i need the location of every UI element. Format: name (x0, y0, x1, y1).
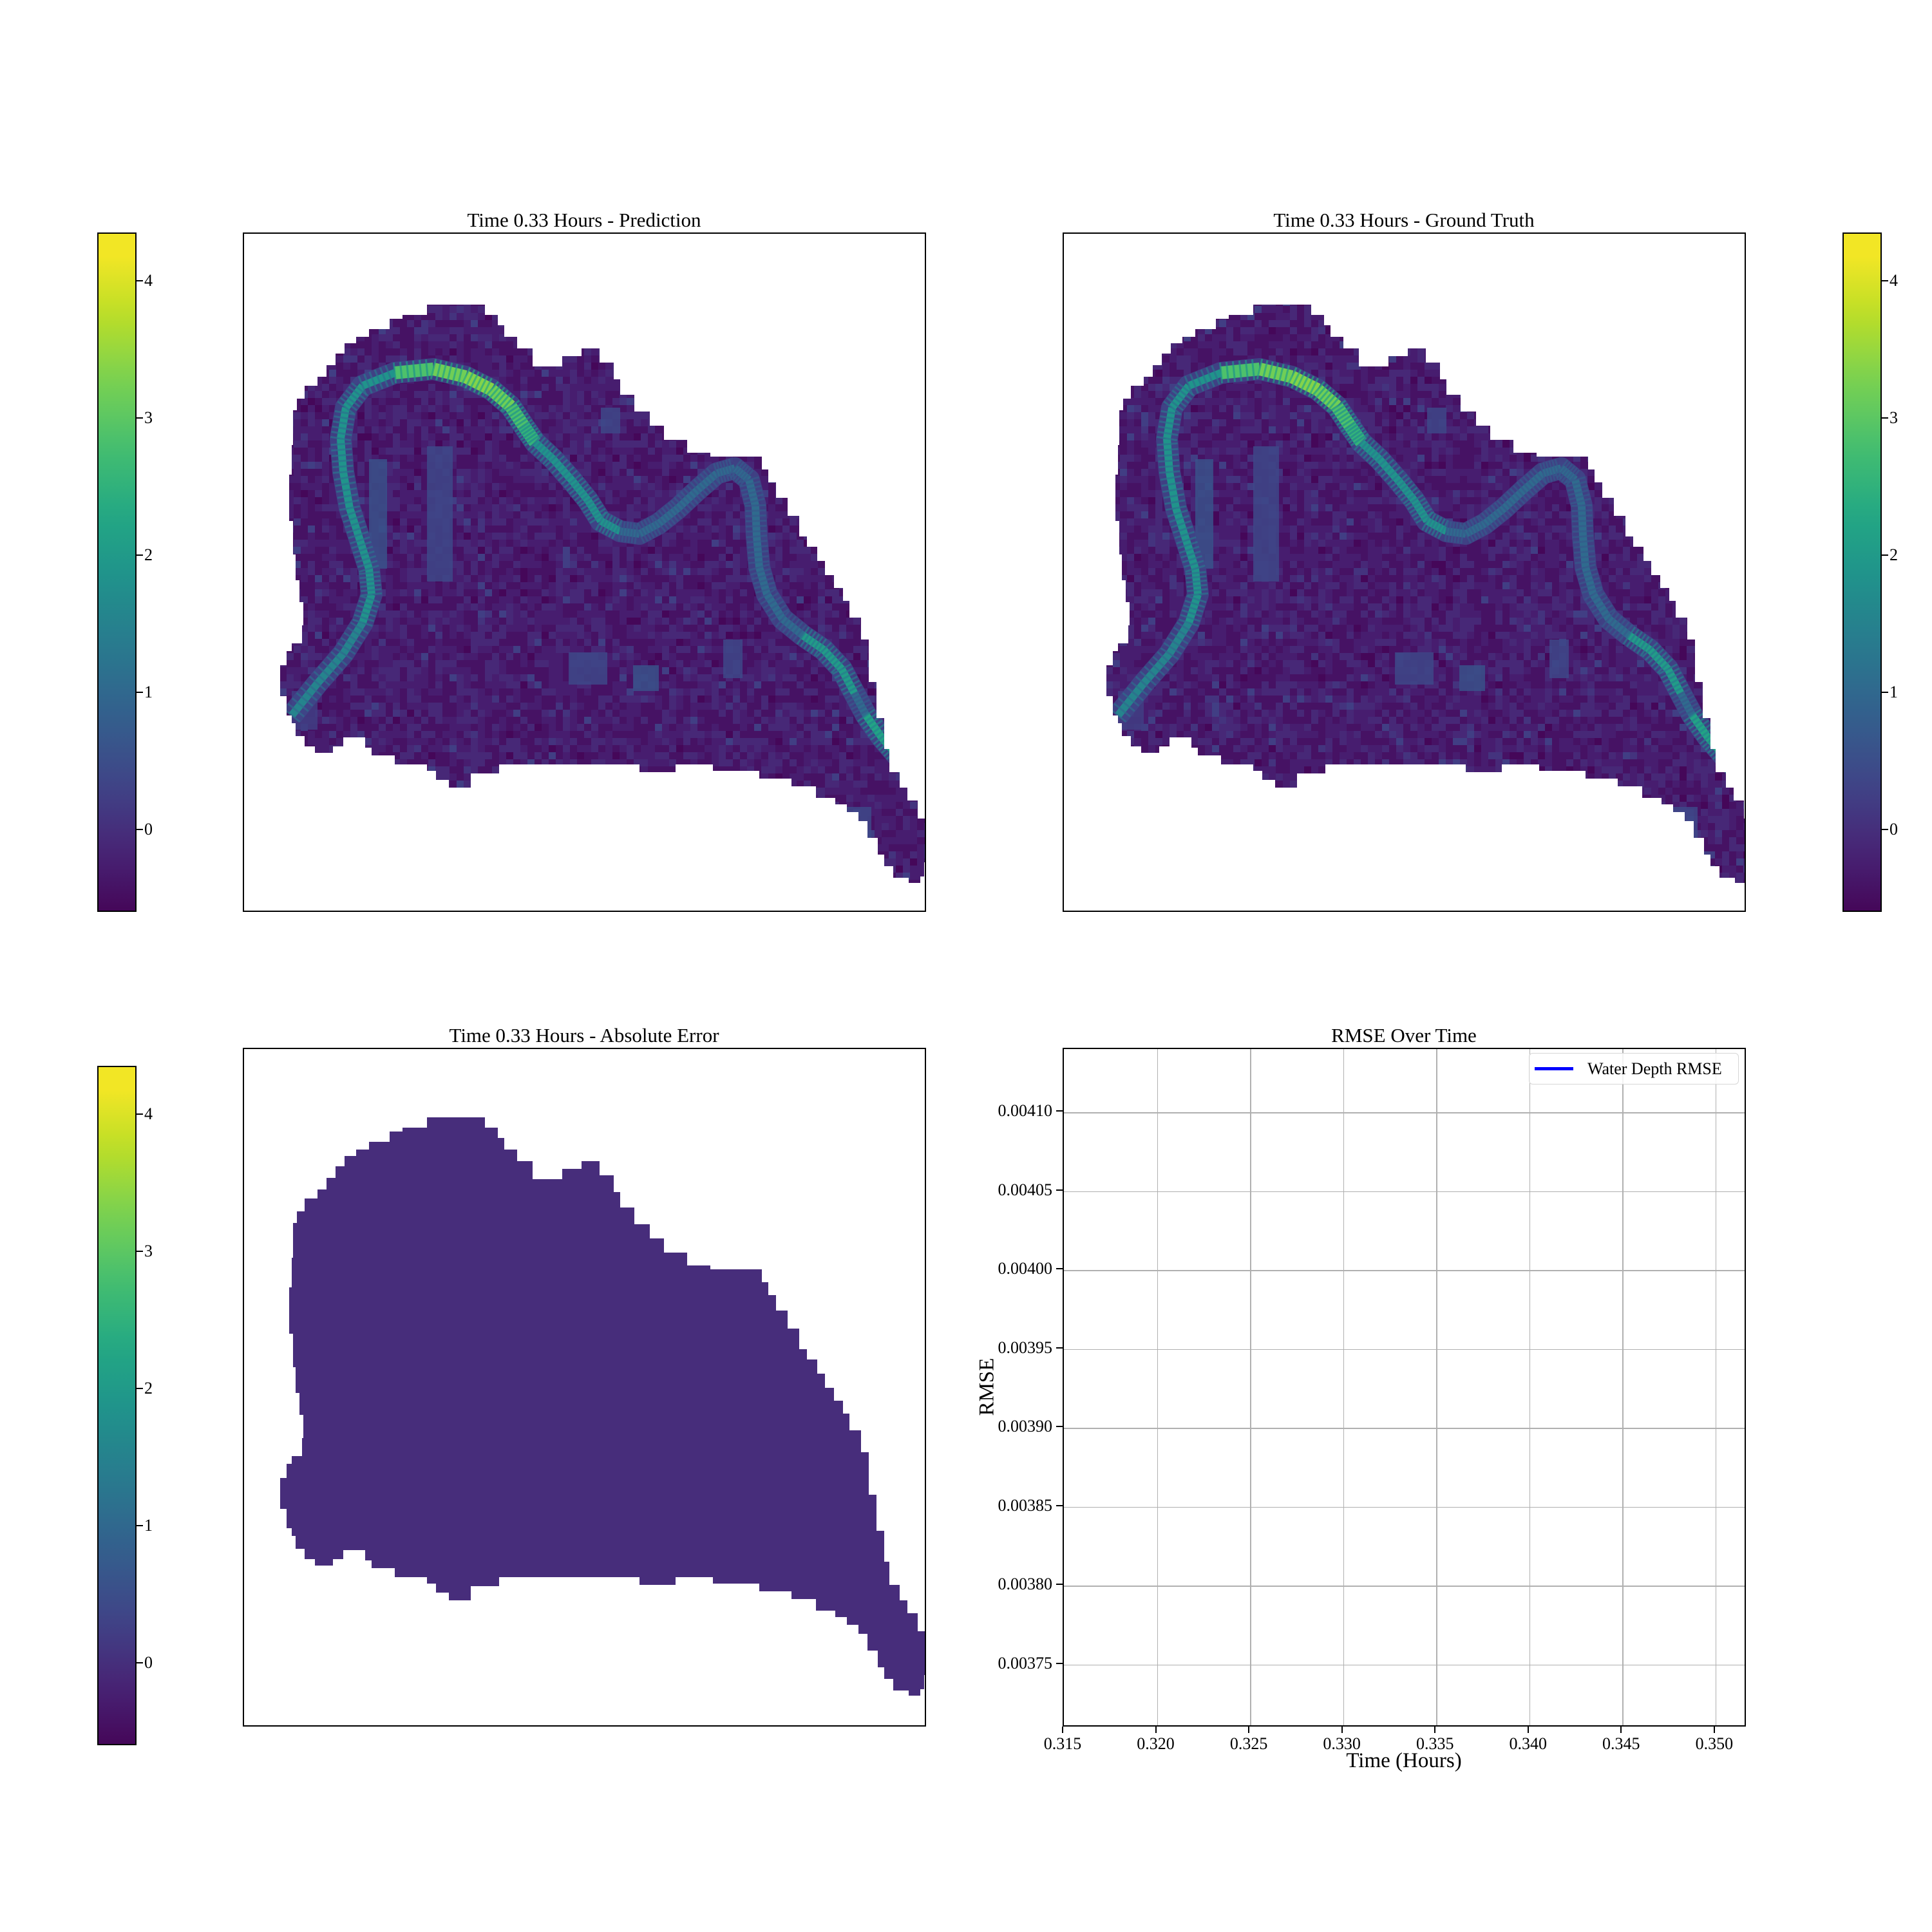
colorbar-prediction (97, 232, 137, 912)
rmse-gridline-vertical (1715, 1049, 1717, 1725)
rmse-y-tick (1056, 1268, 1063, 1270)
colorbar-tick (137, 691, 143, 693)
rmse-gridline-horizontal (1064, 1112, 1745, 1113)
colorbar-tick (137, 1250, 143, 1252)
rmse-x-tick-label: 0.345 (1602, 1734, 1640, 1753)
colorbar-tick-label: 2 (1889, 545, 1898, 564)
prediction-title: Time 0.33 Hours - Prediction (467, 209, 701, 231)
rmse-x-tick (1527, 1727, 1529, 1733)
rmse-gridline-horizontal (1064, 1270, 1745, 1271)
rmse-gridline-horizontal (1064, 1349, 1745, 1350)
rmse-y-tick (1056, 1504, 1063, 1506)
rmse-gridline-vertical (1250, 1049, 1251, 1725)
rmse-gridline-horizontal (1064, 1664, 1745, 1666)
colorbar-tick (1882, 829, 1888, 831)
colorbar-tick (1882, 691, 1888, 693)
ground-truth-heatmap (1106, 305, 1745, 883)
prediction-heatmap (280, 305, 925, 883)
colorbar-tick-label: 4 (144, 270, 153, 290)
rmse-y-tick-label: 0.00410 (998, 1101, 1053, 1121)
ground-truth-map-axes (1063, 232, 1746, 912)
rmse-x-tick (1062, 1727, 1063, 1733)
colorbar-tick-label: 0 (1889, 820, 1898, 839)
rmse-gridline-horizontal (1064, 1428, 1745, 1429)
rmse-plot-axes (1063, 1048, 1746, 1727)
colorbar-tick (137, 1662, 143, 1664)
rmse-y-tick-label: 0.00405 (998, 1180, 1053, 1199)
absolute-error-title: Time 0.33 Hours - Absolute Error (449, 1024, 719, 1046)
colorbar-tick-label: 0 (144, 820, 153, 839)
prediction-map-axes (243, 232, 926, 912)
rmse-y-tick (1056, 1110, 1063, 1112)
ground-truth-title: Time 0.33 Hours - Ground Truth (1273, 209, 1535, 231)
colorbar-tick (137, 1524, 143, 1526)
rmse-gridline-horizontal (1064, 1191, 1745, 1193)
rmse-x-tick (1434, 1727, 1436, 1733)
colorbar-tick-label: 1 (1889, 682, 1898, 701)
rmse-y-tick (1056, 1662, 1063, 1664)
rmse-x-tick-label: 0.325 (1229, 1734, 1268, 1753)
rmse-y-tick (1056, 1584, 1063, 1586)
colorbar-tick-label: 3 (144, 1241, 153, 1260)
colorbar-tick (1882, 554, 1888, 556)
rmse-gridline-vertical (1436, 1049, 1437, 1725)
rmse-x-tick (1620, 1727, 1622, 1733)
rmse-x-axis-label: Time (Hours) (1346, 1749, 1462, 1772)
colorbar-tick-label: 3 (144, 408, 153, 427)
rmse-gridline-vertical (1157, 1049, 1159, 1725)
colorbar-tick-label: 2 (144, 1378, 153, 1397)
rmse-x-tick-label: 0.330 (1323, 1734, 1361, 1753)
colorbar-ground-truth (1842, 232, 1882, 912)
rmse-gridline-vertical (1529, 1049, 1531, 1725)
rmse-y-tick-label: 0.00385 (998, 1495, 1053, 1515)
rmse-x-tick (1341, 1727, 1343, 1733)
colorbar-tick (137, 417, 143, 419)
rmse-x-tick-label: 0.335 (1416, 1734, 1454, 1753)
rmse-y-tick-label: 0.00390 (998, 1417, 1053, 1436)
absolute-error-heatmap (280, 1117, 925, 1696)
rmse-x-tick-label: 0.350 (1695, 1734, 1734, 1753)
rmse-gridline-vertical (1343, 1049, 1345, 1725)
colorbar-tick (137, 1387, 143, 1389)
rmse-y-tick-label: 0.00375 (998, 1653, 1053, 1672)
colorbar-tick (137, 554, 143, 556)
rmse-gridline-horizontal (1064, 1586, 1745, 1587)
rmse-x-tick (1248, 1727, 1250, 1733)
colorbar-tick (137, 1113, 143, 1115)
rmse-x-tick-label: 0.340 (1509, 1734, 1548, 1753)
rmse-gridline-vertical (1622, 1049, 1624, 1725)
colorbar-tick-label: 4 (144, 1104, 153, 1123)
colorbar-tick (137, 279, 143, 281)
colorbar-tick-label: 1 (144, 682, 153, 701)
rmse-x-tick (1713, 1727, 1715, 1733)
rmse-legend: Water Depth RMSE (1529, 1053, 1739, 1084)
rmse-x-tick-label: 0.315 (1043, 1734, 1082, 1753)
rmse-x-tick-label: 0.320 (1137, 1734, 1175, 1753)
colorbar-tick-label: 0 (144, 1653, 153, 1672)
rmse-y-tick-label: 0.00400 (998, 1259, 1053, 1278)
legend-line-swatch (1535, 1067, 1573, 1070)
rmse-y-tick (1056, 1347, 1063, 1349)
rmse-y-tick (1056, 1189, 1063, 1191)
legend-label: Water Depth RMSE (1587, 1059, 1722, 1078)
absolute-error-map-axes (243, 1048, 926, 1727)
rmse-title: RMSE Over Time (1331, 1024, 1477, 1046)
colorbar-tick (1882, 417, 1888, 419)
colorbar-tick-label: 4 (1889, 270, 1898, 290)
rmse-y-axis-label: RMSE (975, 1358, 999, 1416)
rmse-gridline-horizontal (1064, 1506, 1745, 1508)
colorbar-tick-label: 2 (144, 545, 153, 564)
colorbar-absolute-error (97, 1066, 137, 1745)
rmse-y-tick-label: 0.00380 (998, 1575, 1053, 1594)
colorbar-tick (1882, 279, 1888, 281)
colorbar-tick-label: 1 (144, 1515, 153, 1535)
rmse-x-tick (1155, 1727, 1157, 1733)
rmse-y-tick (1056, 1426, 1063, 1428)
colorbar-tick-label: 3 (1889, 408, 1898, 427)
colorbar-tick (137, 829, 143, 831)
rmse-y-tick-label: 0.00395 (998, 1338, 1053, 1357)
